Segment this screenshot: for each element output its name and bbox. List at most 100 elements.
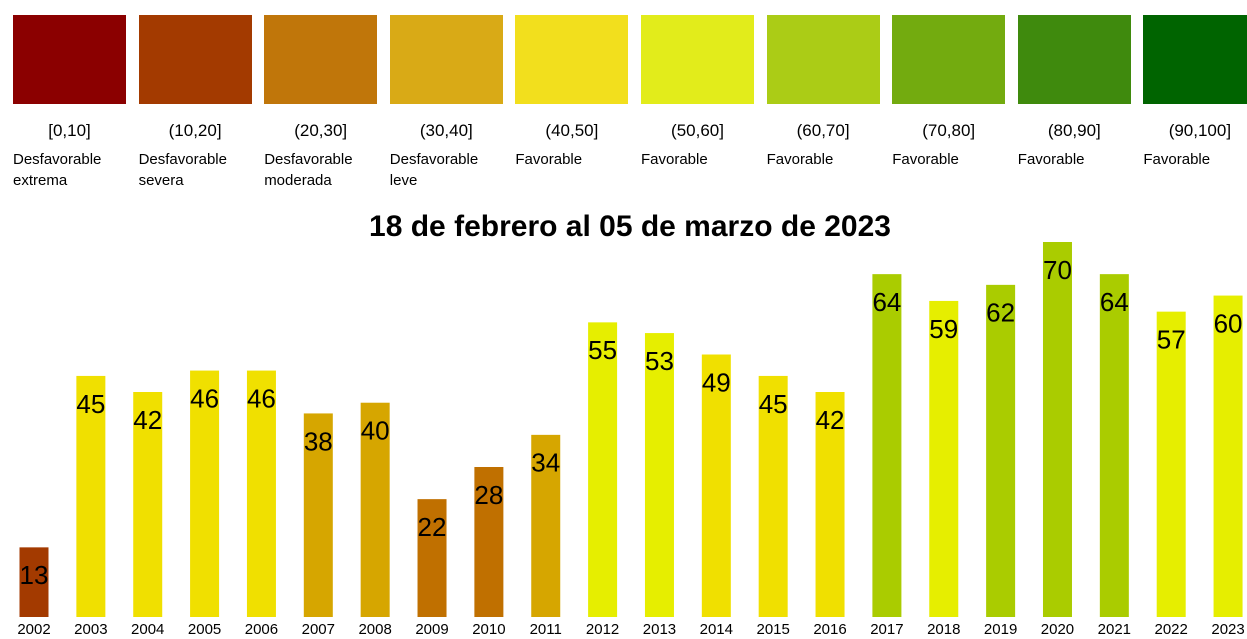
value-label: 46 <box>247 383 276 413</box>
legend-swatch <box>389 15 503 104</box>
bar <box>929 300 959 617</box>
bar <box>303 413 333 617</box>
legend-range: (10,20] <box>168 121 222 140</box>
x-tick-label: 2006 <box>245 621 278 638</box>
legend-range: (40,50] <box>545 121 599 140</box>
bar <box>417 499 447 617</box>
legend-label: Desfavorable extrema <box>13 151 102 189</box>
value-label: 22 <box>418 512 447 542</box>
legend-range: (90,100] <box>1168 121 1232 140</box>
value-label: 34 <box>531 448 560 478</box>
value-label: 40 <box>361 416 390 446</box>
x-tick-label: 2013 <box>643 621 676 638</box>
value-label: 28 <box>474 480 503 510</box>
value-label: 38 <box>304 426 333 456</box>
value-label: 64 <box>1100 287 1129 317</box>
x-tick-label: 2017 <box>870 621 903 638</box>
legend-item: (70,80] Favorable <box>892 15 1006 170</box>
bar <box>644 333 674 617</box>
x-tick-label: 2010 <box>472 621 505 638</box>
legend-swatch <box>138 15 252 104</box>
value-label: 46 <box>190 383 219 413</box>
value-label: 55 <box>588 335 617 365</box>
x-tick-label: 2014 <box>700 621 733 638</box>
value-label: 64 <box>872 287 901 317</box>
legend-swatch <box>264 15 378 104</box>
legend-swatch <box>766 15 880 104</box>
value-label: 59 <box>929 314 958 344</box>
x-tick-label: 2007 <box>302 621 335 638</box>
legend-item: (90,100] Favorable <box>1143 15 1247 170</box>
value-label: 42 <box>133 405 162 435</box>
bar <box>133 392 163 617</box>
legend-label: Favorable <box>892 151 959 168</box>
bar <box>246 370 276 617</box>
x-tick-label: 2003 <box>74 621 107 638</box>
legend-range: (30,40] <box>419 121 473 140</box>
legend-label: Favorable <box>1143 151 1211 168</box>
x-tick-label: 2018 <box>927 621 960 638</box>
legend-item: (50,60] Favorable <box>641 15 754 170</box>
legend-item: [0,10] Desfavorable extrema <box>13 15 126 191</box>
x-tick-label: 2021 <box>1098 621 1131 638</box>
legend-range: (50,60] <box>671 121 724 140</box>
value-label: 62 <box>986 298 1015 328</box>
bar <box>815 392 845 617</box>
bar <box>531 434 561 617</box>
bar <box>190 370 220 617</box>
bar <box>872 274 902 617</box>
legend-swatch <box>1017 15 1131 104</box>
legend-swatch <box>515 15 629 104</box>
legend-range: (70,80] <box>922 121 976 140</box>
legend-label: Favorable <box>1017 151 1085 168</box>
bar <box>1213 295 1243 617</box>
legend-label: Favorable <box>766 151 834 168</box>
bar <box>1042 242 1072 617</box>
x-tick-label: 2019 <box>984 621 1017 638</box>
x-tick-label: 2015 <box>756 621 789 638</box>
x-tick-label: 2023 <box>1211 621 1244 638</box>
legend-swatch <box>641 15 754 104</box>
bar <box>588 322 618 617</box>
legend-label: Desfavorable leve <box>389 151 479 189</box>
value-label: 49 <box>702 367 731 397</box>
value-label: 45 <box>759 389 788 419</box>
legend-range: (60,70] <box>796 121 850 140</box>
legend-range: (20,30] <box>294 121 348 140</box>
legend-label: Desfavorable severa <box>138 151 227 189</box>
legend-item: (40,50] Favorable <box>515 15 629 170</box>
bar <box>19 547 49 617</box>
legend-swatch <box>13 15 126 104</box>
legend-label: Desfavorable moderada <box>264 151 353 189</box>
bar <box>986 284 1016 617</box>
x-tick-label: 2011 <box>530 621 562 638</box>
bar <box>701 354 731 617</box>
bar <box>360 402 390 617</box>
legend-range: (80,90] <box>1047 121 1101 140</box>
bar <box>758 375 788 617</box>
bar <box>1156 311 1186 617</box>
x-tick-label: 2009 <box>415 621 448 638</box>
value-label: 45 <box>76 389 105 419</box>
x-tick-label: 2022 <box>1155 621 1188 638</box>
legend-range: [0,10] <box>48 121 91 140</box>
legend-label: Favorable <box>515 151 583 168</box>
legend-item: (80,90] Favorable <box>1017 15 1131 170</box>
legend-swatch <box>892 15 1006 104</box>
chart-title: 18 de febrero al 05 de marzo de 2023 <box>369 210 891 243</box>
value-label: 53 <box>645 346 674 376</box>
x-tick-label: 2020 <box>1041 621 1074 638</box>
bar <box>1099 274 1129 617</box>
x-tick-label: 2008 <box>358 621 391 638</box>
x-tick-label: 2005 <box>188 621 221 638</box>
x-tick-label: 2016 <box>813 621 846 638</box>
x-tick-label: 2002 <box>17 621 50 638</box>
legend-label: Favorable <box>641 151 708 168</box>
value-label: 13 <box>20 560 49 590</box>
legend-swatch <box>1143 15 1247 104</box>
value-label: 60 <box>1214 308 1243 338</box>
legend-item: (30,40] Desfavorable leve <box>389 15 503 191</box>
legend-item: (60,70] Favorable <box>766 15 880 170</box>
